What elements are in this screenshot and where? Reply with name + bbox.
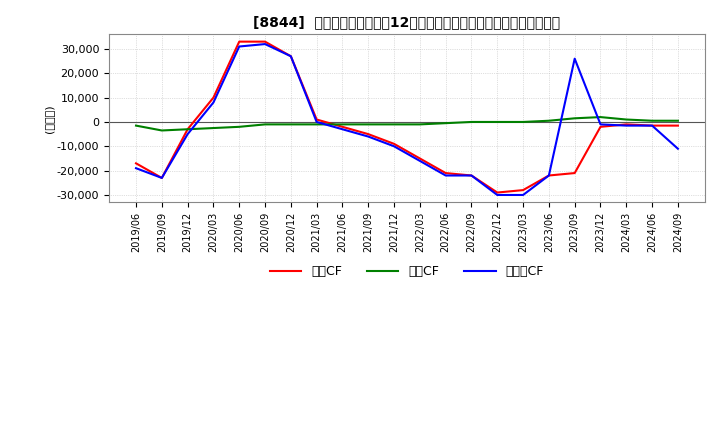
投資CF xyxy=(209,125,217,131)
フリーCF xyxy=(493,192,502,198)
フリーCF xyxy=(519,192,528,198)
営業CF xyxy=(261,39,269,44)
投資CF xyxy=(390,122,398,127)
営業CF xyxy=(209,95,217,100)
フリーCF xyxy=(287,54,295,59)
営業CF xyxy=(544,173,553,178)
フリーCF xyxy=(441,173,450,178)
投資CF xyxy=(364,122,372,127)
フリーCF xyxy=(235,44,243,49)
営業CF xyxy=(338,124,347,129)
Line: 投資CF: 投資CF xyxy=(136,117,678,131)
フリーCF xyxy=(674,146,683,151)
投資CF xyxy=(415,122,424,127)
投資CF xyxy=(674,118,683,123)
投資CF xyxy=(622,117,631,122)
フリーCF xyxy=(184,132,192,137)
投資CF xyxy=(493,119,502,125)
フリーCF xyxy=(390,143,398,149)
営業CF xyxy=(622,122,631,127)
営業CF xyxy=(158,175,166,180)
投資CF xyxy=(338,122,347,127)
投資CF xyxy=(261,122,269,127)
営業CF xyxy=(596,124,605,129)
フリーCF xyxy=(467,173,476,178)
投資CF xyxy=(158,128,166,133)
Title: [8844]  キャッシュフローの12か月移動合計の対前年同期増減額の推移: [8844] キャッシュフローの12か月移動合計の対前年同期増減額の推移 xyxy=(253,15,561,29)
投資CF xyxy=(570,116,579,121)
フリーCF xyxy=(648,123,657,128)
フリーCF xyxy=(312,119,321,125)
フリーCF xyxy=(209,100,217,105)
営業CF xyxy=(184,127,192,132)
投資CF xyxy=(235,124,243,129)
フリーCF xyxy=(622,123,631,128)
営業CF xyxy=(235,39,243,44)
投資CF xyxy=(648,118,657,123)
営業CF xyxy=(287,54,295,59)
営業CF xyxy=(415,156,424,161)
営業CF xyxy=(519,187,528,193)
投資CF xyxy=(519,119,528,125)
営業CF xyxy=(132,161,140,166)
フリーCF xyxy=(415,158,424,164)
営業CF xyxy=(648,123,657,128)
Line: 営業CF: 営業CF xyxy=(136,42,678,193)
フリーCF xyxy=(596,122,605,127)
営業CF xyxy=(570,170,579,176)
営業CF xyxy=(674,123,683,128)
フリーCF xyxy=(338,127,347,132)
フリーCF xyxy=(132,165,140,171)
フリーCF xyxy=(261,41,269,47)
投資CF xyxy=(544,118,553,123)
投資CF xyxy=(132,123,140,128)
フリーCF xyxy=(570,56,579,61)
Legend: 営業CF, 投資CF, フリーCF: 営業CF, 投資CF, フリーCF xyxy=(265,260,549,283)
営業CF xyxy=(312,117,321,122)
Line: フリーCF: フリーCF xyxy=(136,44,678,195)
投資CF xyxy=(287,122,295,127)
営業CF xyxy=(467,173,476,178)
投資CF xyxy=(596,114,605,120)
投資CF xyxy=(312,122,321,127)
フリーCF xyxy=(158,175,166,180)
投資CF xyxy=(467,119,476,125)
フリーCF xyxy=(544,173,553,178)
営業CF xyxy=(441,170,450,176)
Y-axis label: (百万円): (百万円) xyxy=(44,104,54,132)
投資CF xyxy=(441,121,450,126)
営業CF xyxy=(390,141,398,147)
投資CF xyxy=(184,127,192,132)
営業CF xyxy=(493,190,502,195)
フリーCF xyxy=(364,134,372,139)
営業CF xyxy=(364,132,372,137)
